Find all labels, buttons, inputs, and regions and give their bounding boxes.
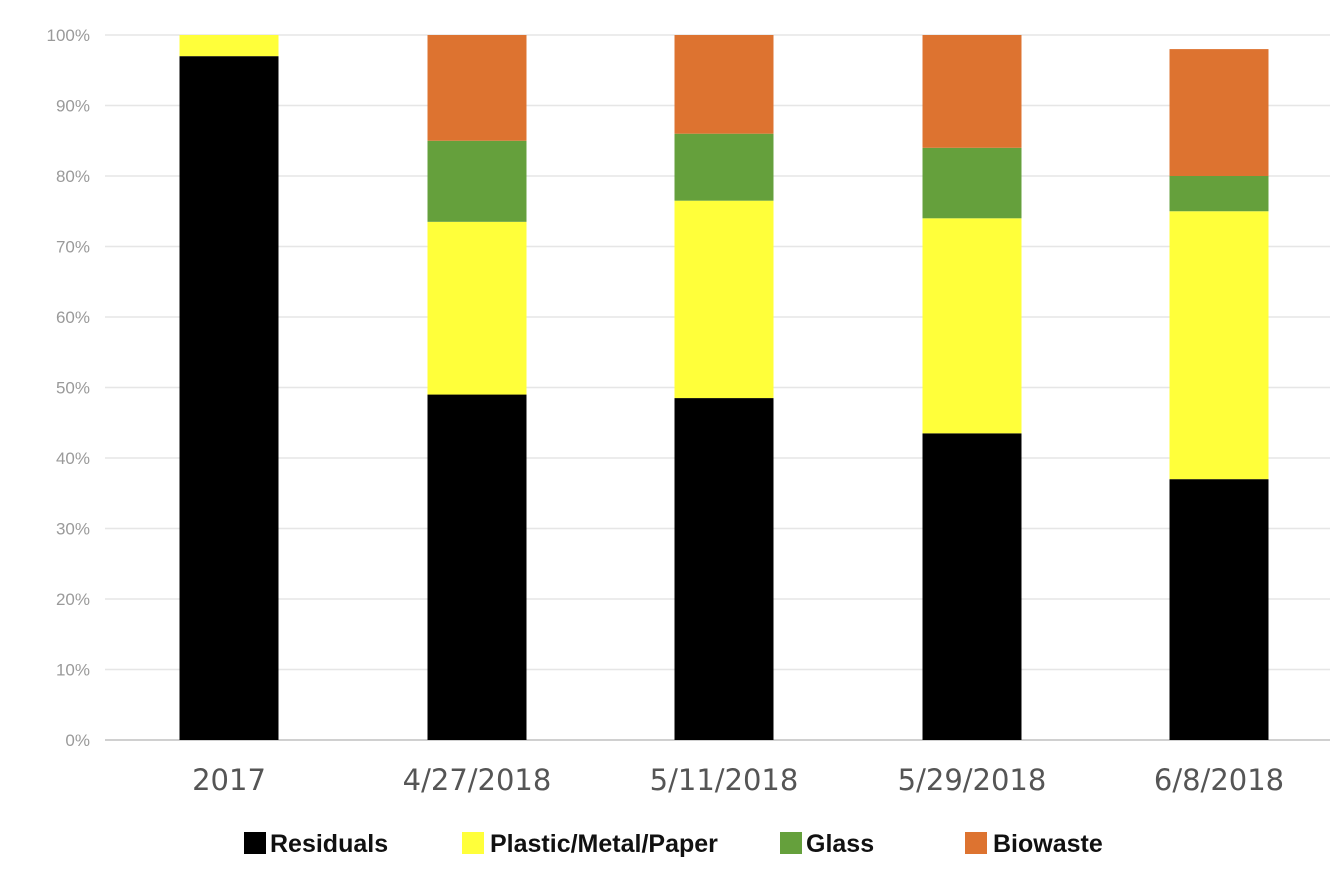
y-tick-label: 50% — [56, 379, 90, 398]
y-axis-ticks: 0% 10% 20% 30% 40% 50% 60% 70% 80% 90% 100% — [47, 26, 90, 750]
bar-segment-plastic-metal-paper — [674, 200, 774, 399]
legend: Residuals Plastic/Metal/Paper Glass Biowast… — [244, 830, 1103, 858]
bar-segment-biowaste — [427, 35, 527, 141]
x-tick-label: 4/27/2018 — [403, 763, 552, 797]
legend-label: Biowaste — [993, 830, 1103, 858]
bar-segment-biowaste — [922, 35, 1022, 148]
bar-segment-glass — [922, 147, 1022, 219]
legend-label: Glass — [806, 830, 874, 858]
bar-segment-biowaste — [674, 35, 774, 134]
y-tick-label: 40% — [56, 449, 90, 468]
y-tick-label: 100% — [47, 26, 90, 45]
legend-swatch — [462, 832, 484, 854]
bar-segment-plastic-metal-paper — [1169, 211, 1269, 480]
y-tick-label: 10% — [56, 661, 90, 680]
legend-label: Residuals — [270, 830, 388, 858]
x-tick-label: 5/29/2018 — [898, 763, 1047, 797]
bar-segment-residuals — [427, 394, 527, 740]
legend-label: Plastic/Metal/Paper — [490, 830, 718, 858]
bars — [179, 35, 1269, 740]
bar-segment-residuals — [674, 398, 774, 740]
bar-segment-plastic-metal-paper — [179, 35, 279, 57]
y-tick-label: 80% — [56, 167, 90, 186]
y-tick-label: 20% — [56, 590, 90, 609]
x-tick-label: 2017 — [192, 763, 266, 797]
bar-segment-residuals — [179, 56, 279, 740]
y-tick-label: 30% — [56, 520, 90, 539]
y-tick-label: 90% — [56, 97, 90, 116]
x-tick-label: 5/11/2018 — [650, 763, 799, 797]
legend-swatch — [780, 832, 802, 854]
bar-segment-residuals — [1169, 479, 1269, 740]
x-tick-label: 6/8/2018 — [1154, 763, 1284, 797]
x-axis-ticks: 2017 4/27/2018 5/11/2018 5/29/2018 6/8/2018 — [192, 763, 1284, 797]
y-tick-label: 60% — [56, 308, 90, 327]
bar-segment-biowaste — [1169, 49, 1269, 176]
bar-segment-glass — [427, 140, 527, 222]
bar-segment-glass — [674, 133, 774, 201]
legend-swatch — [244, 832, 266, 854]
bar-segment-residuals — [922, 433, 1022, 740]
bar-segment-plastic-metal-paper — [922, 218, 1022, 434]
y-tick-label: 0% — [65, 731, 90, 750]
bar-segment-plastic-metal-paper — [427, 221, 527, 395]
bar-segment-glass — [1169, 176, 1269, 212]
legend-swatch — [965, 832, 987, 854]
y-tick-label: 70% — [56, 238, 90, 257]
